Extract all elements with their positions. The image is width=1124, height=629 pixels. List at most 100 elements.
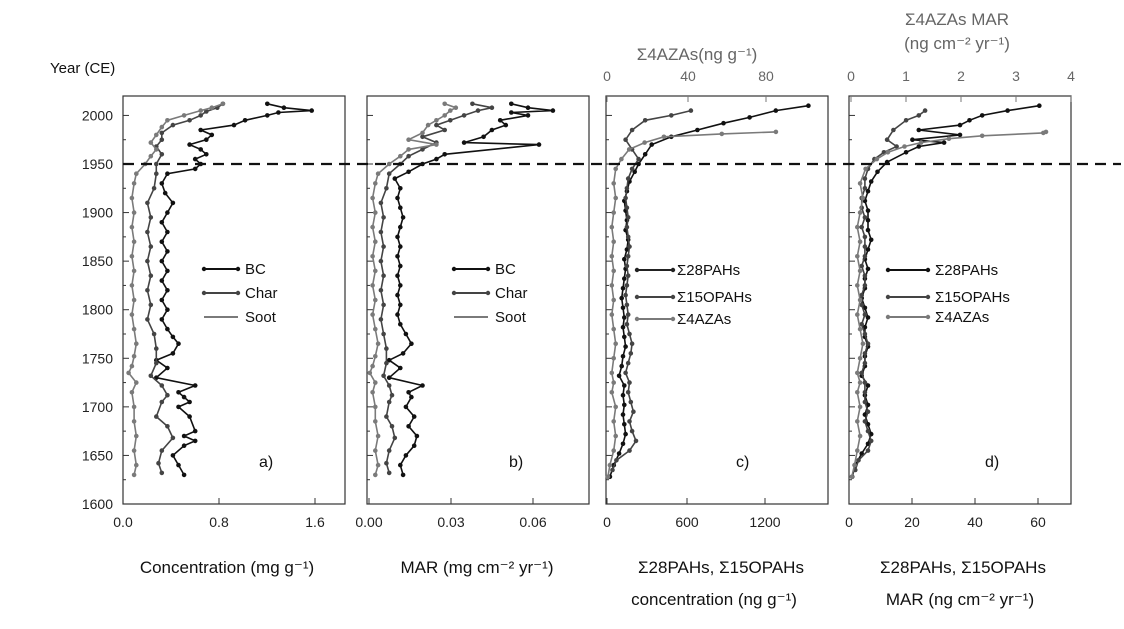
legend-marker	[885, 267, 891, 273]
data-point	[198, 147, 203, 152]
data-point	[627, 448, 632, 453]
legend-marker	[485, 266, 491, 272]
data-point	[148, 373, 154, 379]
data-point	[503, 122, 509, 128]
data-point	[624, 302, 630, 308]
data-point	[162, 190, 168, 196]
data-point	[148, 244, 154, 249]
legend-marker	[634, 294, 640, 300]
data-point	[170, 122, 176, 128]
data-point	[862, 331, 868, 337]
data-point	[609, 283, 615, 288]
data-point	[855, 419, 860, 424]
data-point	[159, 383, 165, 388]
data-point	[631, 409, 636, 415]
data-point	[192, 156, 198, 162]
data-point	[613, 166, 618, 172]
data-point	[747, 115, 752, 120]
panel-d-top-axis-title-line2: (ng cm⁻² yr⁻¹)	[904, 34, 1010, 53]
data-point	[386, 161, 392, 167]
data-point	[159, 130, 165, 136]
panel-d-xtick-0: 0	[845, 514, 853, 530]
data-point	[198, 127, 203, 133]
panel-a-x-axis-title: Concentration (mg g⁻¹)	[140, 558, 314, 577]
data-point	[916, 113, 922, 118]
data-point	[198, 113, 203, 118]
data-point	[613, 195, 618, 201]
data-point	[623, 370, 628, 376]
data-point	[373, 297, 378, 303]
data-point	[509, 110, 514, 115]
data-point	[398, 153, 403, 159]
data-point	[719, 131, 725, 137]
data-point	[129, 283, 135, 288]
data-point	[134, 171, 139, 176]
data-point	[373, 268, 378, 274]
data-point	[373, 181, 378, 186]
data-point	[181, 394, 187, 400]
data-point	[411, 443, 417, 449]
data-point	[131, 419, 137, 424]
data-point	[192, 383, 198, 388]
panel-d-xtick-3: 60	[1030, 514, 1046, 530]
legend-marker	[925, 314, 931, 320]
data-point	[398, 322, 403, 327]
data-point	[156, 460, 161, 466]
legend-marker	[925, 294, 931, 300]
data-point	[609, 390, 615, 395]
legend-marker	[670, 267, 676, 273]
legend-marker	[201, 266, 207, 272]
data-point	[625, 176, 631, 181]
data-point	[165, 392, 170, 398]
data-point	[398, 462, 403, 468]
data-point	[619, 295, 624, 301]
data-point	[381, 373, 386, 379]
panel-d-x-axis-title-line1: Σ28PAHs, Σ15OPAHs	[880, 558, 1046, 577]
data-point	[395, 292, 400, 298]
data-point	[859, 322, 864, 327]
legend-label-aza: Σ4AZAs	[935, 309, 989, 326]
data-point	[857, 326, 863, 332]
data-point	[373, 210, 378, 215]
data-point	[159, 297, 165, 303]
data-point	[461, 140, 467, 145]
panel-d-toptick-2: 2	[957, 68, 965, 84]
data-point	[276, 110, 281, 115]
data-point	[616, 451, 622, 456]
data-point	[209, 132, 215, 138]
data-point	[865, 227, 871, 233]
panel-d-xtick-2: 40	[967, 514, 983, 530]
data-point	[862, 351, 868, 356]
data-point	[151, 186, 157, 191]
data-point	[894, 144, 899, 149]
data-point	[859, 451, 864, 456]
data-point	[384, 186, 389, 191]
data-point	[525, 105, 531, 110]
data-point	[406, 424, 411, 429]
data-point	[855, 390, 860, 395]
data-point	[159, 220, 165, 225]
data-point	[611, 419, 616, 424]
data-point	[859, 302, 864, 308]
data-point	[857, 239, 863, 244]
data-point	[623, 195, 628, 201]
data-point	[957, 122, 963, 128]
y-tick-label: 1600	[82, 496, 113, 512]
data-point	[134, 462, 139, 468]
data-point	[192, 438, 198, 444]
data-point	[187, 142, 192, 147]
data-point	[392, 176, 398, 181]
data-point	[611, 239, 616, 244]
data-point	[857, 181, 863, 186]
data-point	[916, 127, 922, 133]
panel-c-xtick-0: 0	[603, 514, 611, 530]
data-point	[131, 268, 137, 274]
data-point	[159, 278, 165, 283]
data-point	[625, 253, 631, 259]
data-point	[865, 383, 871, 388]
data-point	[165, 326, 170, 332]
panel-b-letter: b)	[509, 454, 523, 471]
data-point	[403, 331, 409, 337]
data-point	[159, 239, 165, 244]
data-point	[165, 210, 170, 215]
